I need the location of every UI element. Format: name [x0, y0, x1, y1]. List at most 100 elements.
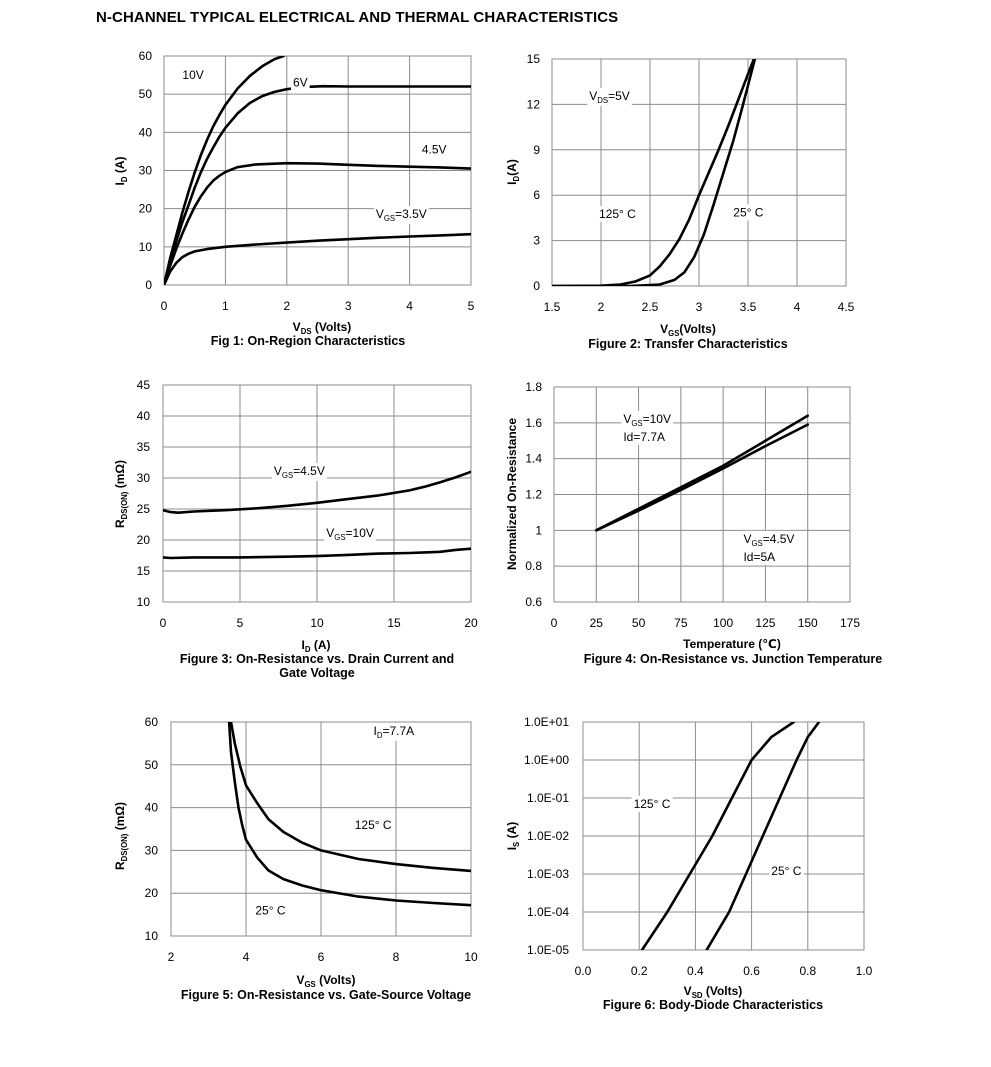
fig5-annotation-1: 125° C: [355, 818, 392, 832]
fig6-series-0-line: [640, 722, 796, 950]
fig1-x-tick-label: 2: [283, 299, 290, 313]
fig1-plot-frame: [163, 55, 472, 286]
fig5-series-1-line: [227, 722, 471, 907]
fig1-annotation-2: 4.5V: [422, 142, 447, 156]
fig6-x-tick-label: 0.8: [799, 964, 816, 978]
fig1-y-tick-label: 60: [139, 49, 153, 63]
fig6-chart: 0.0 0.2 0.4 0.6 0.8 1.0 1.0E-05 1.0E-04 1.0E-03 1…: [505, 715, 873, 1012]
fig1-y-tick-label: 10: [139, 240, 153, 254]
fig6-plot-frame: [582, 721, 865, 951]
fig5-x-tick-label: 10: [464, 950, 478, 964]
fig2-y-tick-label: 6: [533, 188, 540, 202]
fig1-annotation-3: VGS=3.5V: [376, 207, 427, 223]
fig3-y-tick-label: 10: [137, 595, 151, 609]
fig6-caption: Figure 6: Body-Diode Characteristics: [603, 998, 823, 1012]
fig6-y-tick-label: 1.0E+00: [524, 753, 569, 767]
fig3-y-tick-label: 20: [137, 533, 151, 547]
fig5-y-tick-label: 60: [145, 715, 159, 729]
fig4-y-tick-label: 0.6: [525, 595, 542, 609]
fig3-series-1-line: [163, 547, 471, 560]
fig1-y-axis-label: ID (A): [113, 157, 129, 186]
fig4-x-tick-label: 125: [755, 616, 775, 630]
fig2-x-tick-label: 1.5: [544, 300, 561, 314]
fig4-series-1-line: [595, 423, 809, 532]
fig1-x-axis-label: VDS (Volts): [293, 320, 352, 336]
page-title: N-CHANNEL TYPICAL ELECTRICAL AND THERMAL…: [96, 9, 619, 26]
fig3-x-tick-label: 20: [464, 616, 478, 630]
fig4-annotation-1: Id=7.7A: [623, 430, 665, 444]
fig3-annotation-0: VGS=4.5V: [274, 464, 325, 480]
fig2-x-tick-label: 4: [794, 300, 801, 314]
fig2-y-tick-label: 15: [527, 52, 541, 66]
fig6-y-axis-label: IS (A): [505, 822, 521, 851]
fig6-y-tick-label: 1.0E-04: [527, 905, 569, 919]
fig4-series-0-line: [595, 414, 809, 532]
fig4-annotation-3: Id=5A: [743, 550, 775, 564]
fig5-plot-frame: [170, 721, 472, 937]
fig5-y-tick-label: 10: [145, 929, 159, 943]
fig2-y-tick-label: 12: [527, 97, 541, 111]
fig5-caption: Figure 5: On-Resistance vs. Gate-Source …: [181, 988, 471, 1002]
fig1-y-tick-label: 40: [139, 125, 153, 139]
fig6-x-axis-label: VSD (Volts): [684, 984, 743, 1000]
fig4-x-tick-label: 175: [840, 616, 860, 630]
fig5-chart: 2 4 6 8 10 10 20 30 40 50 60 VGS (Volts) RDS(ON) (mΩ…: [113, 715, 478, 1002]
fig3-caption: Gate Voltage: [279, 666, 355, 680]
fig4-chart: 0 25 50 75 100 125 150 175 0.6 0.8 1 1.2 1.4 1.6 1.8 Te…: [505, 380, 882, 666]
fig4-x-tick-label: 0: [551, 616, 558, 630]
fig2-annotation-1: 125° C: [599, 207, 636, 221]
fig5-x-tick-label: 2: [168, 950, 175, 964]
fig2-x-tick-label: 4.5: [838, 300, 855, 314]
fig4-x-tick-label: 75: [674, 616, 688, 630]
fig3-annotation-1: VGS=10V: [326, 526, 374, 542]
fig5-y-tick-label: 30: [145, 843, 159, 857]
fig1-caption: Fig 1: On-Region Characteristics: [211, 334, 406, 348]
fig2-annotation-2: 25° C: [733, 205, 763, 219]
fig1-annotation-backing: [373, 206, 429, 225]
fig4-y-axis-label: Normalized On-Resistance: [505, 418, 519, 570]
fig4-x-tick-label: 150: [798, 616, 818, 630]
fig1-annotation-backing: [290, 74, 310, 91]
fig2-annotation-backing: [587, 87, 632, 106]
fig5-y-axis-label: RDS(ON) (mΩ): [113, 802, 129, 870]
fig4-y-tick-label: 1.2: [525, 488, 542, 502]
fig6-y-tick-label: 1.0E-02: [527, 829, 569, 843]
fig3-y-tick-label: 40: [137, 409, 151, 423]
fig2-x-tick-label: 3: [696, 300, 703, 314]
fig1-x-tick-label: 5: [468, 299, 475, 313]
fig2-caption: Figure 2: Transfer Characteristics: [588, 337, 787, 351]
fig3-x-axis-label: ID (A): [302, 638, 331, 654]
fig3-x-tick-label: 10: [310, 616, 324, 630]
fig1-series-2-line: [164, 161, 471, 285]
fig1-x-tick-label: 1: [222, 299, 229, 313]
fig4-annotation-backing: [741, 530, 797, 549]
fig2-x-tick-label: 2.5: [642, 300, 659, 314]
fig3-x-tick-label: 0: [160, 616, 167, 630]
fig1-annotation-1: 6V: [293, 76, 308, 90]
fig5-annotation-2: 25° C: [255, 904, 285, 918]
fig4-x-tick-label: 100: [713, 616, 733, 630]
fig1-x-tick-label: 4: [406, 299, 413, 313]
fig2-x-axis-label: VGS(Volts): [660, 322, 716, 338]
fig5-annotation-backing: [253, 902, 288, 919]
fig6-x-tick-label: 0.0: [575, 964, 592, 978]
fig1-y-tick-label: 0: [145, 278, 152, 292]
fig4-annotation-backing: [621, 410, 673, 429]
fig3-plot-frame: [162, 384, 472, 603]
fig2-x-tick-label: 2: [598, 300, 605, 314]
fig3-x-tick-label: 5: [237, 616, 244, 630]
fig4-annotation-2: VGS=4.5V: [743, 532, 794, 548]
fig4-y-tick-label: 0.8: [525, 559, 542, 573]
fig2-annotation-backing: [597, 205, 639, 222]
fig4-annotation-backing: [621, 428, 668, 445]
fig6-series-1-line: [705, 722, 821, 950]
fig1-x-tick-label: 0: [161, 299, 168, 313]
fig2-annotation-backing: [731, 204, 766, 221]
fig3-y-tick-label: 30: [137, 471, 151, 485]
fig1-series-0-line: [164, 56, 285, 285]
fig4-plot-frame: [553, 386, 851, 603]
fig1-y-tick-label: 20: [139, 202, 153, 216]
fig6-x-tick-label: 1.0: [856, 964, 873, 978]
fig4-y-tick-label: 1: [535, 523, 542, 537]
